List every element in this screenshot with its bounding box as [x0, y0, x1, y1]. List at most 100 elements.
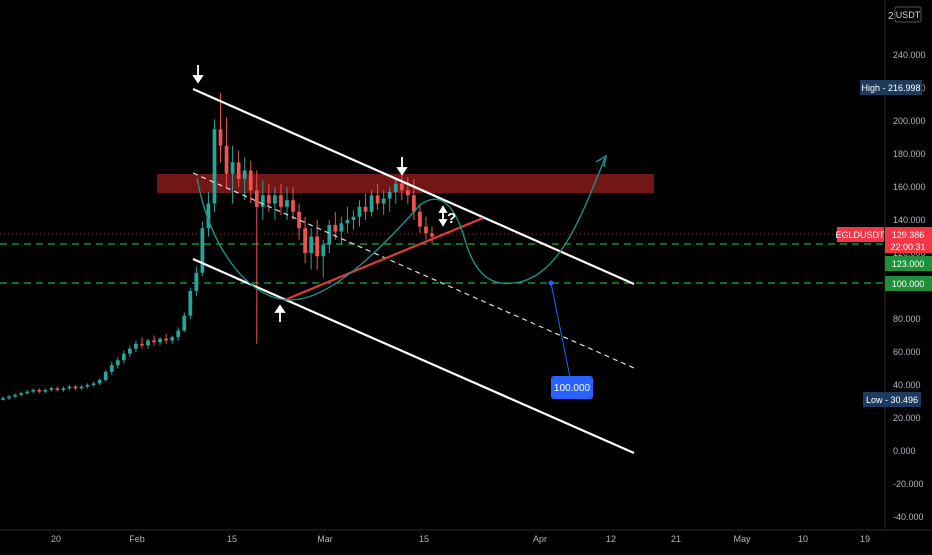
candle-down[interactable] [291, 200, 295, 212]
candle-down[interactable] [303, 228, 307, 253]
arrow-down-icon [192, 65, 204, 84]
candle-up[interactable] [309, 236, 314, 254]
projection-arrowhead [595, 154, 607, 168]
candle-down[interactable] [73, 386, 78, 389]
candle-up[interactable] [176, 330, 181, 338]
candle-up[interactable] [188, 290, 193, 316]
candle-up[interactable] [273, 195, 277, 204]
candle-down[interactable] [424, 226, 428, 234]
candle-up[interactable] [170, 337, 175, 341]
candle-up[interactable] [327, 224, 332, 245]
candle-up[interactable] [345, 220, 350, 224]
price-axis-tick: 180.000 [893, 149, 926, 159]
candle-up[interactable] [212, 129, 217, 204]
candle-up[interactable] [49, 388, 54, 390]
candle-down[interactable] [248, 170, 253, 191]
candle-down[interactable] [297, 211, 301, 229]
level-123-text: 123.000 [892, 259, 925, 269]
candle-up[interactable] [91, 383, 96, 385]
candle-up[interactable] [25, 391, 30, 394]
price-axis-tick: 240.000 [893, 50, 926, 60]
candle-up[interactable] [158, 338, 162, 343]
candle-up[interactable] [381, 198, 386, 204]
candle-down[interactable] [140, 343, 144, 346]
target-label-text: 100.000 [554, 383, 591, 394]
price-axis-tick: 80.000 [893, 314, 921, 324]
target-point[interactable] [548, 280, 554, 286]
question-mark-label: ? [447, 210, 456, 227]
candle-up[interactable] [182, 315, 187, 331]
time-axis-tick: 12 [606, 534, 616, 544]
high-tag [860, 80, 922, 95]
candle-up[interactable] [357, 206, 362, 217]
lower-channel-line[interactable] [192, 257, 635, 455]
low-tag-text: Low - 30.496 [866, 395, 918, 405]
candle-up[interactable] [146, 340, 150, 346]
candle-down[interactable] [375, 195, 380, 204]
candle-up[interactable] [206, 203, 211, 229]
candle-down[interactable] [333, 224, 338, 232]
candle-down[interactable] [236, 162, 241, 179]
candle-up[interactable] [109, 365, 114, 372]
candle-down[interactable] [405, 190, 410, 196]
candle-down[interactable] [266, 195, 271, 204]
time-axis[interactable]: 20 Feb 15 Mar 15 Apr 12 21 May 10 19 [51, 534, 870, 544]
candle-up[interactable] [61, 388, 66, 390]
candle-up[interactable] [285, 200, 289, 207]
candle-down[interactable] [37, 389, 42, 392]
candle-up[interactable] [43, 389, 48, 392]
candle-down[interactable] [224, 145, 229, 174]
candle-up[interactable] [242, 170, 247, 179]
support-trendline[interactable] [286, 216, 484, 301]
candle-up[interactable] [260, 195, 265, 207]
candle-up[interactable] [200, 228, 205, 273]
candle-up[interactable] [85, 385, 90, 387]
high-tag-text: High - 216.998 [861, 83, 920, 93]
candle-up[interactable] [31, 389, 36, 392]
candle-down[interactable] [315, 236, 320, 257]
candle-down[interactable] [152, 340, 156, 343]
candle-down[interactable] [218, 129, 223, 146]
candle-down[interactable] [412, 195, 416, 212]
currency-button[interactable] [894, 6, 922, 23]
candle-up[interactable] [1, 398, 5, 400]
target-label-box[interactable] [551, 376, 593, 399]
candle-up[interactable] [194, 272, 199, 291]
candle-up[interactable] [97, 380, 102, 384]
candle-up[interactable] [19, 393, 23, 395]
candle-down[interactable] [430, 233, 434, 237]
candle-up[interactable] [115, 360, 120, 366]
candle-up[interactable] [230, 162, 235, 174]
time-axis-tick: May [733, 534, 751, 544]
candle-down[interactable] [55, 388, 60, 390]
candle-down[interactable] [363, 206, 368, 212]
price-axis-tick: 160.000 [893, 182, 926, 192]
candle-up[interactable] [13, 394, 17, 397]
candle-up[interactable] [351, 216, 356, 220]
candle-up[interactable] [128, 348, 132, 354]
last-price-tag [885, 227, 932, 253]
candle-up[interactable] [393, 183, 398, 192]
candle-down[interactable] [164, 338, 169, 341]
candle-up[interactable] [339, 223, 344, 232]
candle-up[interactable] [121, 353, 126, 361]
projection-path[interactable] [196, 157, 606, 301]
candle-up[interactable] [369, 195, 374, 212]
currency-label: USDT [896, 10, 921, 20]
price-axis-tick: 140.000 [893, 215, 926, 225]
candle-up[interactable] [103, 371, 108, 381]
candle-up[interactable] [7, 396, 11, 399]
candle-down[interactable] [399, 183, 404, 191]
candle-up[interactable] [387, 191, 392, 199]
candle-down[interactable] [279, 195, 283, 207]
low-tag [863, 392, 921, 407]
candle-up[interactable] [67, 386, 72, 389]
candle-up[interactable] [134, 343, 138, 349]
candle-down[interactable] [254, 190, 259, 207]
candle-up[interactable] [79, 386, 84, 389]
candle-up[interactable] [321, 244, 326, 257]
candle-down[interactable] [418, 211, 422, 227]
